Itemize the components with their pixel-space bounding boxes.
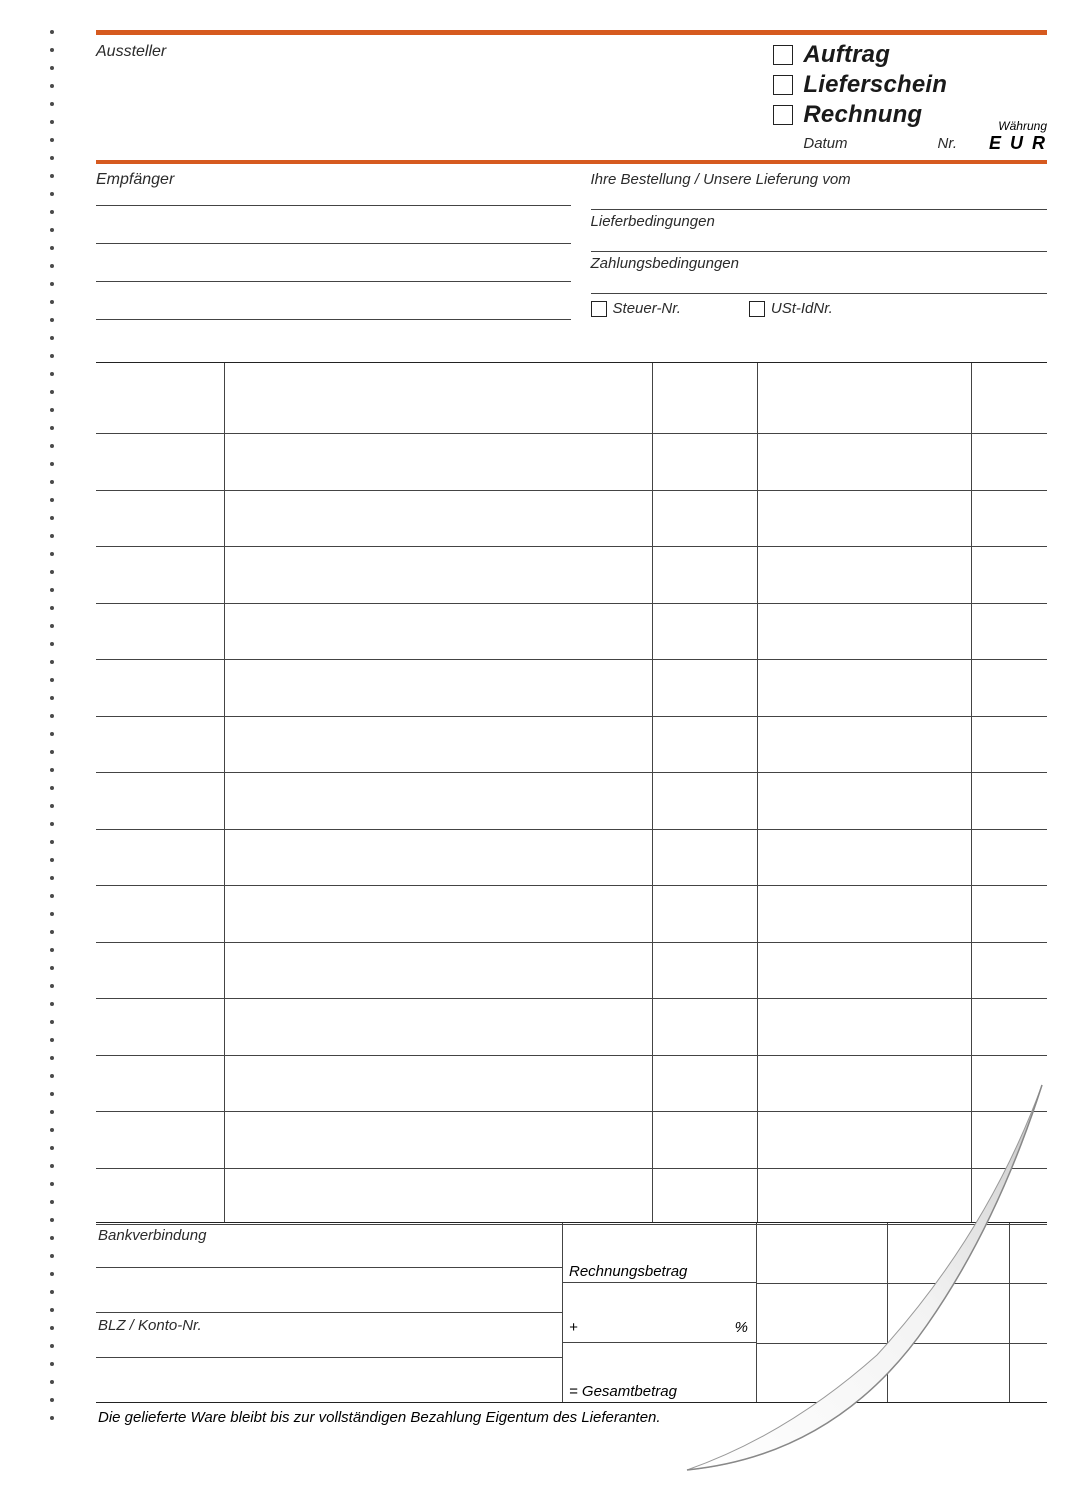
line-items-table[interactable] bbox=[96, 362, 1047, 1222]
empfaenger-line[interactable] bbox=[96, 320, 571, 362]
checkbox-icon[interactable] bbox=[773, 45, 793, 65]
checkbox-icon[interactable] bbox=[749, 301, 765, 317]
checkbox-icon[interactable] bbox=[591, 301, 607, 317]
currency-value: E U R bbox=[989, 133, 1047, 154]
doc-type-lieferschein[interactable]: Lieferschein bbox=[773, 71, 957, 99]
checkbox-icon[interactable] bbox=[773, 105, 793, 125]
disclaimer-text: Die gelieferte Ware bleibt bis zur volls… bbox=[96, 1402, 1047, 1426]
tax-percent-row[interactable]: + % bbox=[563, 1283, 756, 1343]
zahlungsbedingungen-label: Zahlungsbedingungen bbox=[591, 255, 739, 272]
empfaenger-label: Empfänger bbox=[96, 171, 174, 189]
blz-konto-line[interactable] bbox=[96, 1358, 562, 1403]
document-type-group: Auftrag Lieferschein Rechnung Datum Nr. bbox=[773, 41, 957, 152]
ust-idnr-field[interactable]: USt-IdNr. bbox=[749, 300, 833, 317]
empfaenger-line[interactable] bbox=[96, 206, 571, 244]
checkbox-icon[interactable] bbox=[773, 75, 793, 95]
empfaenger-line[interactable] bbox=[96, 244, 571, 282]
empfaenger-line[interactable] bbox=[96, 282, 571, 320]
doc-type-rechnung[interactable]: Rechnung bbox=[773, 101, 957, 129]
blz-konto-label: BLZ / Konto-Nr. bbox=[98, 1317, 202, 1334]
bankverbindung-label: Bankverbindung bbox=[98, 1227, 206, 1244]
bestellung-label: Ihre Bestellung / Unsere Lieferung vom bbox=[591, 171, 851, 188]
perforation-strip bbox=[50, 30, 54, 1470]
currency-label: Währung bbox=[989, 119, 1047, 133]
aussteller-label: Aussteller bbox=[96, 43, 166, 152]
gesamtbetrag-label: = Gesamtbetrag bbox=[563, 1343, 756, 1403]
footer-block: Bankverbindung BLZ / Konto-Nr. Rechnungs… bbox=[96, 1222, 1047, 1402]
datum-label: Datum bbox=[803, 135, 847, 152]
lieferbedingungen-label: Lieferbedingungen bbox=[591, 213, 715, 230]
doc-type-auftrag[interactable]: Auftrag bbox=[773, 41, 957, 69]
totals-grid[interactable] bbox=[757, 1223, 1047, 1402]
steuer-nr-field[interactable]: Steuer-Nr. bbox=[591, 300, 681, 317]
bankverbindung-line[interactable] bbox=[96, 1268, 562, 1313]
currency-block: Währung E U R bbox=[989, 119, 1047, 154]
rechnungsbetrag-label: Rechnungsbetrag bbox=[563, 1223, 756, 1283]
nr-label: Nr. bbox=[938, 135, 957, 152]
form-page: Aussteller Auftrag Lieferschein Rechnung… bbox=[96, 30, 1047, 1475]
